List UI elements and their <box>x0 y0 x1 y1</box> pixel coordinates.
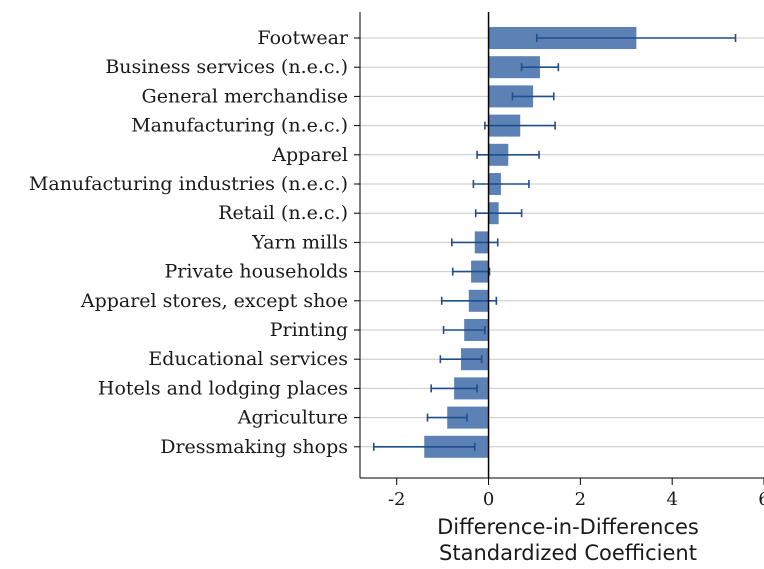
x-ticks: -2 0 2 4 6 <box>388 478 764 510</box>
bar <box>447 406 489 429</box>
axes <box>359 12 764 479</box>
category-label: General merchandise <box>142 85 348 107</box>
category-label: Dressmaking shops <box>160 436 348 458</box>
category-label: Educational services <box>148 348 348 370</box>
x-tick-label: 4 <box>666 489 677 510</box>
category-labels: Footwear Business services (n.e.c.) Genera… <box>29 27 349 458</box>
bar <box>488 85 534 108</box>
x-tick-label: 6 <box>758 489 764 510</box>
x-tick-label: -2 <box>388 489 406 510</box>
x-axis-title-line2: Standardized Coefficient <box>439 541 697 565</box>
category-label: Hotels and lodging places <box>98 377 348 399</box>
grid-lines <box>354 37 764 448</box>
category-label: Business services (n.e.c.) <box>105 56 348 78</box>
category-label: Yarn mills <box>251 231 348 253</box>
category-label: Agriculture <box>237 407 348 429</box>
x-tick-label: 0 <box>483 489 494 510</box>
category-label: Manufacturing (n.e.c.) <box>131 115 348 137</box>
category-label: Apparel <box>271 144 348 166</box>
error-bars <box>372 34 737 451</box>
bar <box>488 56 540 79</box>
category-label: Private households <box>165 261 349 283</box>
category-label: Retail (n.e.c.) <box>218 202 348 224</box>
x-tick-label: 2 <box>575 489 586 510</box>
x-axis-title-line1: Difference-in-Differences <box>437 515 699 539</box>
category-label: Printing <box>270 319 348 341</box>
category-label: Footwear <box>257 27 348 49</box>
category-label: Apparel stores, except shoe <box>80 290 348 312</box>
category-label: Manufacturing industries (n.e.c.) <box>29 173 348 195</box>
